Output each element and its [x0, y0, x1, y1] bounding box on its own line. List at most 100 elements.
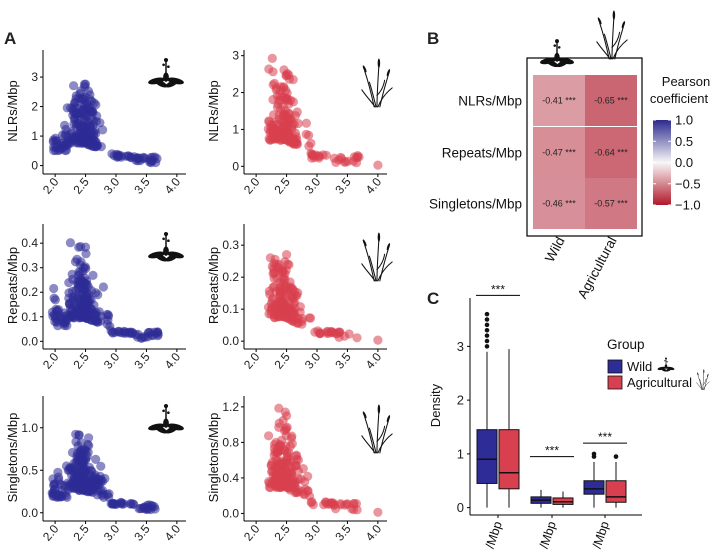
legend-colorbar [653, 120, 671, 205]
y-tick-label: 0.0 [222, 506, 239, 520]
heatmap-cell-label: -0.46 *** [542, 199, 576, 209]
icon-ear [377, 232, 381, 242]
scatter-panel: 0.0 0.4 0.8 1.2 2.0 2.5 3.0 3.5 4.0 Singletons/Mb… [206, 396, 393, 544]
heatmap-column-label: Agricultural [575, 234, 620, 301]
icon-leaf [664, 364, 668, 369]
scatter-point [88, 270, 98, 280]
icon-bud [162, 237, 165, 241]
scatter-point [66, 479, 76, 489]
y-tick-label: 1 [232, 122, 239, 136]
x-tick-label: 4.0 [162, 175, 184, 197]
x-tick-label: 3.5 [332, 522, 354, 544]
y-axis-title: Density [428, 383, 443, 427]
icon-ear [703, 369, 705, 374]
scatter-point [274, 312, 284, 322]
scatter-point [110, 499, 120, 509]
scatter-point [105, 321, 115, 331]
scatter-point [273, 99, 283, 109]
icon-stalk [599, 22, 610, 60]
icon-bud [557, 46, 561, 49]
heatmap-column-label: Wild [542, 234, 568, 264]
icon-stalk [377, 433, 393, 454]
y-tick-label: 0.3 [222, 238, 239, 252]
scatter-point [266, 309, 276, 319]
y-axis-title: Repeats/Mbp [5, 247, 20, 324]
scatter-point [276, 135, 286, 145]
scatter-point [68, 295, 78, 305]
scatter-point [284, 447, 294, 457]
wheat-plant-icon [361, 58, 393, 108]
icon-ear [597, 17, 602, 25]
scatter-point [322, 327, 332, 337]
icon-leaf [554, 52, 560, 62]
scatter-point [98, 125, 108, 135]
scatter-point [319, 500, 329, 510]
scatter-point [264, 431, 274, 441]
box-outlier [484, 344, 490, 349]
legend-tick-label: −1.0 [675, 198, 701, 213]
icon-stalk [703, 375, 709, 391]
y-axis-title: NLRs/Mbp [206, 80, 221, 141]
scatter-point [274, 422, 284, 432]
wheat-plant-icon [361, 232, 393, 282]
icon-stalk [379, 74, 389, 108]
heatmap-cell [533, 75, 585, 126]
x-tick-label: 3.5 [131, 522, 153, 544]
y-tick-label: 0.0 [21, 334, 38, 348]
wheat-plant-icon [596, 10, 628, 60]
scatter-point [373, 507, 383, 517]
scatter-point [119, 326, 129, 336]
scatter-panel: 0 1 2 3 2.0 2.5 3.0 3.5 4.0 NLRs/Mbp [206, 49, 393, 197]
box-outlier [484, 333, 490, 338]
legend-swatch [607, 359, 623, 374]
icon-ear [386, 69, 391, 77]
panel-label-a: A [4, 29, 16, 48]
scatter-point [281, 71, 291, 81]
x-tick-label: 2.5 [70, 350, 92, 372]
scatter-point [88, 116, 99, 126]
legend-swatch [607, 375, 623, 390]
box-outlier [613, 454, 619, 459]
icon-bud [167, 411, 170, 415]
x-tick-label: 2.0 [241, 522, 263, 544]
box-outlier [591, 451, 597, 457]
x-tick-label: 3.0 [101, 175, 123, 197]
heatmap-cell [585, 178, 637, 229]
icon-bud [666, 361, 668, 363]
scatter-point [96, 461, 106, 471]
x-tick-label: 3.5 [332, 175, 354, 197]
x-tick-label: 3.0 [101, 350, 123, 372]
scatter-grid: 0 1 2 3 2.0 2.5 3.0 3.5 4.0 NLRs/Mbp 0 1 2 3 2.0 2.5 3.0… [5, 49, 393, 544]
x-tick-label: 4.0 [363, 522, 385, 544]
heatmap-cell [533, 127, 585, 178]
icon-leaf [163, 246, 169, 256]
scatter-panel: 0.0 0.1 0.2 0.3 0.4 2.0 2.5 3.0 3.5 4.0 Repeats/Mb… [5, 224, 186, 372]
icon-stalk [379, 420, 389, 454]
scatter-point [103, 310, 113, 320]
scatter-point [76, 257, 86, 267]
scatter-point [81, 279, 91, 289]
x-tick-label: 3.0 [302, 522, 324, 544]
scatter-point [73, 284, 83, 294]
icon-flower [163, 403, 169, 409]
y-tick-label: 2 [232, 86, 239, 100]
y-tick-label: 0.4 [21, 236, 38, 250]
x-tick-label: 4.0 [363, 350, 385, 372]
scatter-point [349, 505, 359, 515]
scatter-point [98, 282, 108, 292]
scatter-point [267, 457, 277, 467]
icon-stalk [596, 41, 611, 60]
icon-stalk [361, 89, 376, 108]
x-tick-label: /Mbp [590, 520, 612, 550]
scatter-point [271, 84, 281, 95]
icon-stalk [376, 79, 386, 97]
scatter-point [76, 242, 86, 252]
x-tick-label: 3.0 [101, 522, 123, 544]
icon-stalk [368, 255, 377, 282]
icon-bud [553, 44, 557, 47]
scatter-point [81, 302, 91, 312]
icon-stalk [361, 263, 376, 282]
icon-stalk [696, 382, 703, 391]
x-tick-label: 3.5 [332, 350, 354, 372]
